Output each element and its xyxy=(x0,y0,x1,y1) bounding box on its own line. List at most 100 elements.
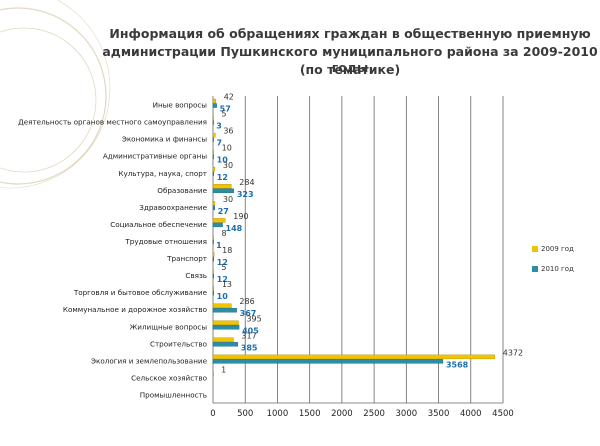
value-label-2010: 3568 xyxy=(446,360,469,369)
bar-2009 xyxy=(212,320,239,325)
legend-label-2009: 2009 год xyxy=(541,245,574,253)
chart-title-line-3: (по тематике) xyxy=(299,62,401,77)
value-label-2009: 395 xyxy=(246,314,261,323)
x-tick-label: 3500 xyxy=(428,409,450,419)
bar-2010 xyxy=(212,103,217,108)
bar-2009 xyxy=(212,235,214,240)
bar-2010 xyxy=(212,290,214,296)
value-label-2009: 284 xyxy=(239,178,254,187)
category-label: Экономика и финансы xyxy=(122,135,208,144)
value-label-2010: 27 xyxy=(218,207,229,216)
value-labels: 4257533671010301228432330271901488118125… xyxy=(216,93,523,375)
bar-2009 xyxy=(212,98,216,104)
bar-2010 xyxy=(212,154,214,159)
x-tick-label: 500 xyxy=(237,409,253,419)
bar-2009 xyxy=(212,184,232,189)
value-label-2010: 57 xyxy=(220,105,231,114)
bar-2010 xyxy=(212,120,214,125)
decor-ring xyxy=(0,7,107,185)
bar-2010 xyxy=(212,342,239,347)
bar-2010 xyxy=(212,188,235,194)
legend-item-2009: 2009 год xyxy=(532,242,596,256)
bar-2009 xyxy=(212,132,216,138)
bar-2010 xyxy=(212,222,223,228)
bar-2010 xyxy=(212,205,215,211)
value-label-2010: 323 xyxy=(237,190,254,199)
value-label-2009: 1 xyxy=(221,365,226,374)
category-label: Жилищные вопросы xyxy=(130,322,208,331)
legend-swatch-2009 xyxy=(532,246,538,252)
bar-2010 xyxy=(212,256,214,262)
value-label-2009: 30 xyxy=(223,195,233,204)
category-label: Социальное обеспечение xyxy=(110,220,207,229)
x-tick-label: 1000 xyxy=(267,409,289,419)
bar-2009 xyxy=(212,286,215,291)
bar-2009 xyxy=(212,149,214,155)
bar-2009 xyxy=(212,201,216,206)
x-tick-label: 1500 xyxy=(299,409,321,419)
x-tick-label: 4500 xyxy=(492,409,514,419)
category-label: Связь xyxy=(185,271,207,280)
bar-2010 xyxy=(212,273,214,279)
category-label: Коммунальное и дорожное хозяйство xyxy=(63,305,207,314)
x-tick-label: 2500 xyxy=(363,409,385,419)
bar-2009 xyxy=(212,252,215,257)
background-decor xyxy=(0,0,111,189)
value-label-2010: 385 xyxy=(241,343,258,352)
value-label-2010: 1 xyxy=(216,241,222,250)
value-label-2009: 5 xyxy=(221,263,226,272)
category-label: Трудовые отношения xyxy=(124,237,207,246)
value-label-2009: 42 xyxy=(224,93,234,102)
legend-item-2010: 2010 год xyxy=(532,262,596,276)
x-tick-label: 4000 xyxy=(460,409,482,419)
value-label-2009: 8 xyxy=(222,229,227,238)
value-label-2009: 5 xyxy=(221,110,226,119)
x-tick-label: 3000 xyxy=(396,409,418,419)
legend-swatch-2010 xyxy=(532,266,538,272)
value-label-2009: 30 xyxy=(223,161,233,170)
decor-ring xyxy=(0,27,97,173)
decor-ring xyxy=(0,0,111,189)
bar-2010 xyxy=(212,325,240,330)
bar-2010 xyxy=(212,359,444,364)
value-label-2010: 12 xyxy=(217,173,228,182)
legend-label-2010: 2010 год xyxy=(541,265,574,273)
category-label: Образование xyxy=(157,186,207,195)
value-label-2009: 18 xyxy=(222,246,232,255)
category-label: Культура, наука, спорт xyxy=(118,169,207,178)
value-label-2010: 405 xyxy=(242,326,259,335)
category-label: Экология и землепользование xyxy=(91,356,208,365)
value-label-2009: 36 xyxy=(223,127,233,136)
chart-title-line-1: Информация об обращениях граждан в общес… xyxy=(109,26,591,41)
value-label-2010: 367 xyxy=(240,309,257,318)
value-label-2010: 12 xyxy=(217,275,228,284)
category-label: Здравоохранение xyxy=(139,203,207,212)
value-label-2010: 3 xyxy=(216,122,222,131)
bar-2009 xyxy=(212,354,495,360)
bar-2009 xyxy=(212,337,234,343)
category-label: Деятельность органов местного самоуправл… xyxy=(18,118,207,127)
category-label: Иные вопросы xyxy=(153,101,208,110)
value-label-2010: 10 xyxy=(217,156,229,165)
bar-2010 xyxy=(212,137,214,142)
value-label-2009: 4372 xyxy=(503,348,523,357)
value-label-2010: 7 xyxy=(216,139,222,148)
bar-2009 xyxy=(212,371,214,377)
bar-2010 xyxy=(212,171,214,176)
bar-2009 xyxy=(212,218,226,223)
category-label: Административные органы xyxy=(103,152,207,161)
value-label-2009: 190 xyxy=(233,212,248,221)
category-label: Сельское хозяйство xyxy=(131,373,207,382)
x-tick-label: 0 xyxy=(210,409,215,419)
value-label-2009: 13 xyxy=(222,280,232,289)
legend: 2009 год 2010 год xyxy=(532,242,596,282)
bar-2009 xyxy=(212,269,214,274)
value-label-2010: 12 xyxy=(217,258,228,267)
category-label: Торговля и бытовое обслуживание xyxy=(73,288,208,297)
bar-2009 xyxy=(212,115,214,121)
x-tick-labels: 0 500 1000 1500 2000 2500 3000 3500 4000 4500 xyxy=(210,409,514,419)
value-label-2009: 10 xyxy=(222,144,232,153)
category-label: Строительство xyxy=(150,339,207,348)
value-label-2010: 10 xyxy=(217,292,229,301)
